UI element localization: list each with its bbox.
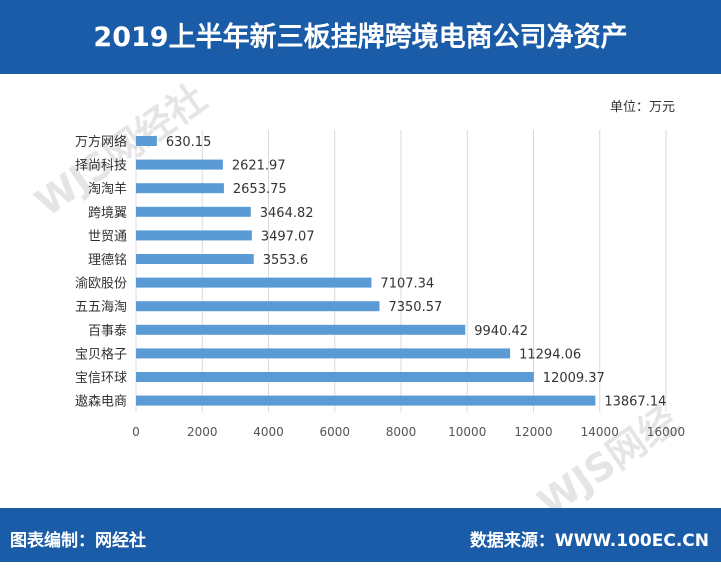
category-label: 世贸通 — [88, 229, 127, 244]
bar — [136, 136, 157, 146]
data-label: 2653.75 — [233, 182, 287, 197]
footer-bar: 图表编制：网经社 数据来源：WWW.100EC.CN — [0, 508, 721, 562]
bar — [136, 183, 224, 194]
x-tick-label: 6000 — [319, 425, 350, 439]
bar — [136, 159, 223, 170]
bar — [136, 206, 251, 217]
x-tick-label: 8000 — [386, 425, 417, 439]
bar — [136, 348, 511, 359]
footer-source: 数据来源：WWW.100EC.CN — [469, 531, 709, 551]
bar — [136, 254, 254, 264]
x-tick-label: 14000 — [581, 425, 619, 439]
category-label: 理德铭 — [88, 253, 127, 268]
x-tick-label: 10000 — [448, 425, 486, 439]
data-label: 2621.97 — [232, 159, 286, 174]
x-tick-label: 4000 — [253, 425, 284, 439]
x-tick-label: 2000 — [187, 425, 218, 439]
x-tick-label: 0 — [132, 425, 140, 439]
category-label: 遨森电商 — [75, 395, 127, 410]
category-label: 万方网络 — [75, 134, 127, 150]
data-label: 7350.57 — [388, 300, 442, 315]
category-label: 渝欧股份 — [75, 276, 127, 292]
data-label: 13867.14 — [604, 395, 666, 410]
category-label: 淘淘羊 — [88, 181, 127, 197]
chart-title: 2019上半年新三板挂牌跨境电商公司净资产 — [0, 0, 721, 74]
bar — [136, 395, 596, 406]
bar — [136, 301, 380, 312]
category-label: 五五海淘 — [75, 300, 127, 315]
data-label: 7107.34 — [380, 277, 434, 292]
bar — [136, 324, 466, 335]
bar — [136, 277, 372, 288]
x-tick-label: 12000 — [514, 425, 552, 439]
data-label: 3553.6 — [263, 253, 309, 268]
footer-credit: 图表编制：网经社 — [10, 531, 146, 551]
bar — [136, 372, 534, 382]
data-label: 9940.42 — [474, 324, 528, 339]
category-label: 宝贝格子 — [75, 346, 127, 362]
unit-label: 单位：万元 — [609, 100, 675, 115]
data-label: 11294.06 — [519, 347, 581, 362]
category-label: 宝信环球 — [75, 371, 127, 386]
bar — [136, 230, 252, 241]
category-label: 择尚科技 — [75, 159, 127, 174]
x-tick-label: 16000 — [647, 425, 685, 439]
category-label: 跨境翼 — [88, 206, 127, 221]
category-label: 百事泰 — [88, 324, 127, 339]
data-label: 3497.07 — [261, 229, 315, 244]
data-label: 12009.37 — [543, 371, 605, 386]
data-label: 3464.82 — [260, 206, 314, 221]
data-label: 630.15 — [166, 135, 212, 150]
